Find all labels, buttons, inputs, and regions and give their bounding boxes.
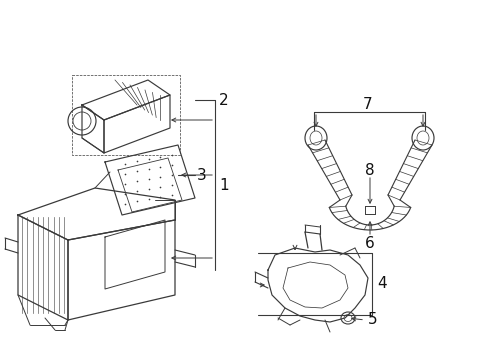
Text: 5: 5	[367, 312, 377, 328]
Text: 8: 8	[365, 162, 374, 177]
Text: 4: 4	[376, 276, 386, 292]
Text: 2: 2	[219, 93, 228, 108]
Text: 6: 6	[365, 235, 374, 251]
Text: 7: 7	[363, 96, 372, 112]
Text: 3: 3	[197, 167, 206, 183]
Text: 1: 1	[219, 177, 228, 193]
